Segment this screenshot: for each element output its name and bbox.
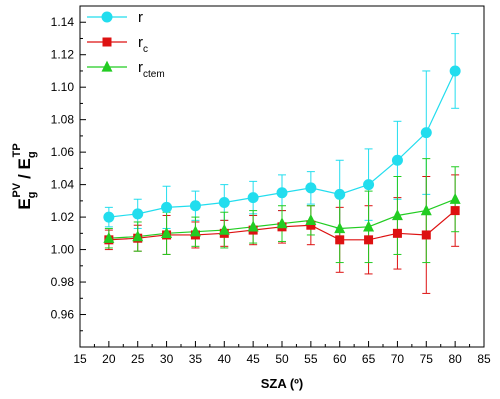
legend-label: rc xyxy=(138,34,148,55)
series-r-point xyxy=(450,65,461,76)
legend-label-subscript: c xyxy=(143,44,148,55)
series-c-point xyxy=(451,206,460,215)
legend-marker xyxy=(102,61,113,72)
legend-marker xyxy=(103,38,112,47)
legend-item-ctem: rctem xyxy=(87,59,165,80)
x-tick-label: 35 xyxy=(189,352,203,366)
series-r-point xyxy=(363,179,374,190)
y-title-main: E xyxy=(15,198,34,209)
series-r-point xyxy=(277,187,288,198)
x-tick-label: 85 xyxy=(477,352,491,366)
legend-marker xyxy=(102,12,113,23)
y-tick-label: 1.14 xyxy=(51,15,75,29)
series-c-point xyxy=(335,235,344,244)
x-tick-label: 75 xyxy=(420,352,434,366)
y-tick-label: 1.00 xyxy=(51,243,75,257)
series-r-point xyxy=(132,208,143,219)
y-tick-label: 0.98 xyxy=(51,275,75,289)
x-axis-ticks: 15 20 25 30 35 40 45 50 55 60 65 70 75 80 85 xyxy=(73,341,491,366)
x-tick-label: 25 xyxy=(131,352,145,366)
series-r-point xyxy=(305,182,316,193)
series-c-point xyxy=(393,229,402,238)
series-r-point xyxy=(421,127,432,138)
x-tick-label: 70 xyxy=(391,352,405,366)
y-title-sup2: TP xyxy=(11,143,23,157)
x-tick-label: 40 xyxy=(218,352,232,366)
y-tick-label: 1.06 xyxy=(51,145,75,159)
series-r-point xyxy=(248,192,259,203)
y-title-sub1: g xyxy=(26,192,38,199)
y-tick-label: 1.10 xyxy=(51,80,75,94)
x-tick-label: 55 xyxy=(304,352,318,366)
x-tick-label: 60 xyxy=(333,352,347,366)
x-tick-label: 45 xyxy=(246,352,260,366)
series-c-point xyxy=(364,235,373,244)
y-tick-label: 0.96 xyxy=(51,308,75,322)
legend-label: r xyxy=(138,9,143,26)
legend-item-r: r xyxy=(87,9,143,26)
y-title-sup1: PV xyxy=(11,182,23,197)
series-r-point xyxy=(103,212,114,223)
legend: r rc rctem xyxy=(87,9,165,80)
series-r-point xyxy=(190,200,201,211)
x-tick-label: 15 xyxy=(73,352,87,366)
x-tick-label: 30 xyxy=(160,352,174,366)
series-r-point xyxy=(161,202,172,213)
y-axis-title: EgPV/ EgTP xyxy=(11,143,38,209)
y-tick-label: 1.08 xyxy=(51,113,75,127)
y-axis-ticks: 0.96 0.98 1.00 1.02 1.04 1.06 1.08 1.10 1.12 1.14 xyxy=(51,15,86,331)
series-ctem-point xyxy=(305,214,316,225)
x-tick-label: 80 xyxy=(448,352,462,366)
x-axis-title: SZA (º) xyxy=(261,376,304,391)
y-tick-label: 1.02 xyxy=(51,210,75,224)
series-ctem-point xyxy=(450,193,461,204)
markers-layer xyxy=(103,65,460,244)
x-tick-label: 20 xyxy=(102,352,116,366)
series-r-point xyxy=(392,155,403,166)
y-title-sub2: g xyxy=(26,151,38,158)
series-c-point xyxy=(422,230,431,239)
legend-label-subscript: ctem xyxy=(143,69,165,80)
legend-item-c: rc xyxy=(87,34,148,55)
x-tick-label: 50 xyxy=(275,352,289,366)
series-r-point xyxy=(219,197,230,208)
x-tick-label: 65 xyxy=(362,352,376,366)
legend-label: rctem xyxy=(138,59,165,80)
y-tick-label: 1.04 xyxy=(51,178,75,192)
series-r-point xyxy=(334,189,345,200)
y-tick-label: 1.12 xyxy=(51,48,75,62)
y-title-mid: / E xyxy=(15,158,34,179)
